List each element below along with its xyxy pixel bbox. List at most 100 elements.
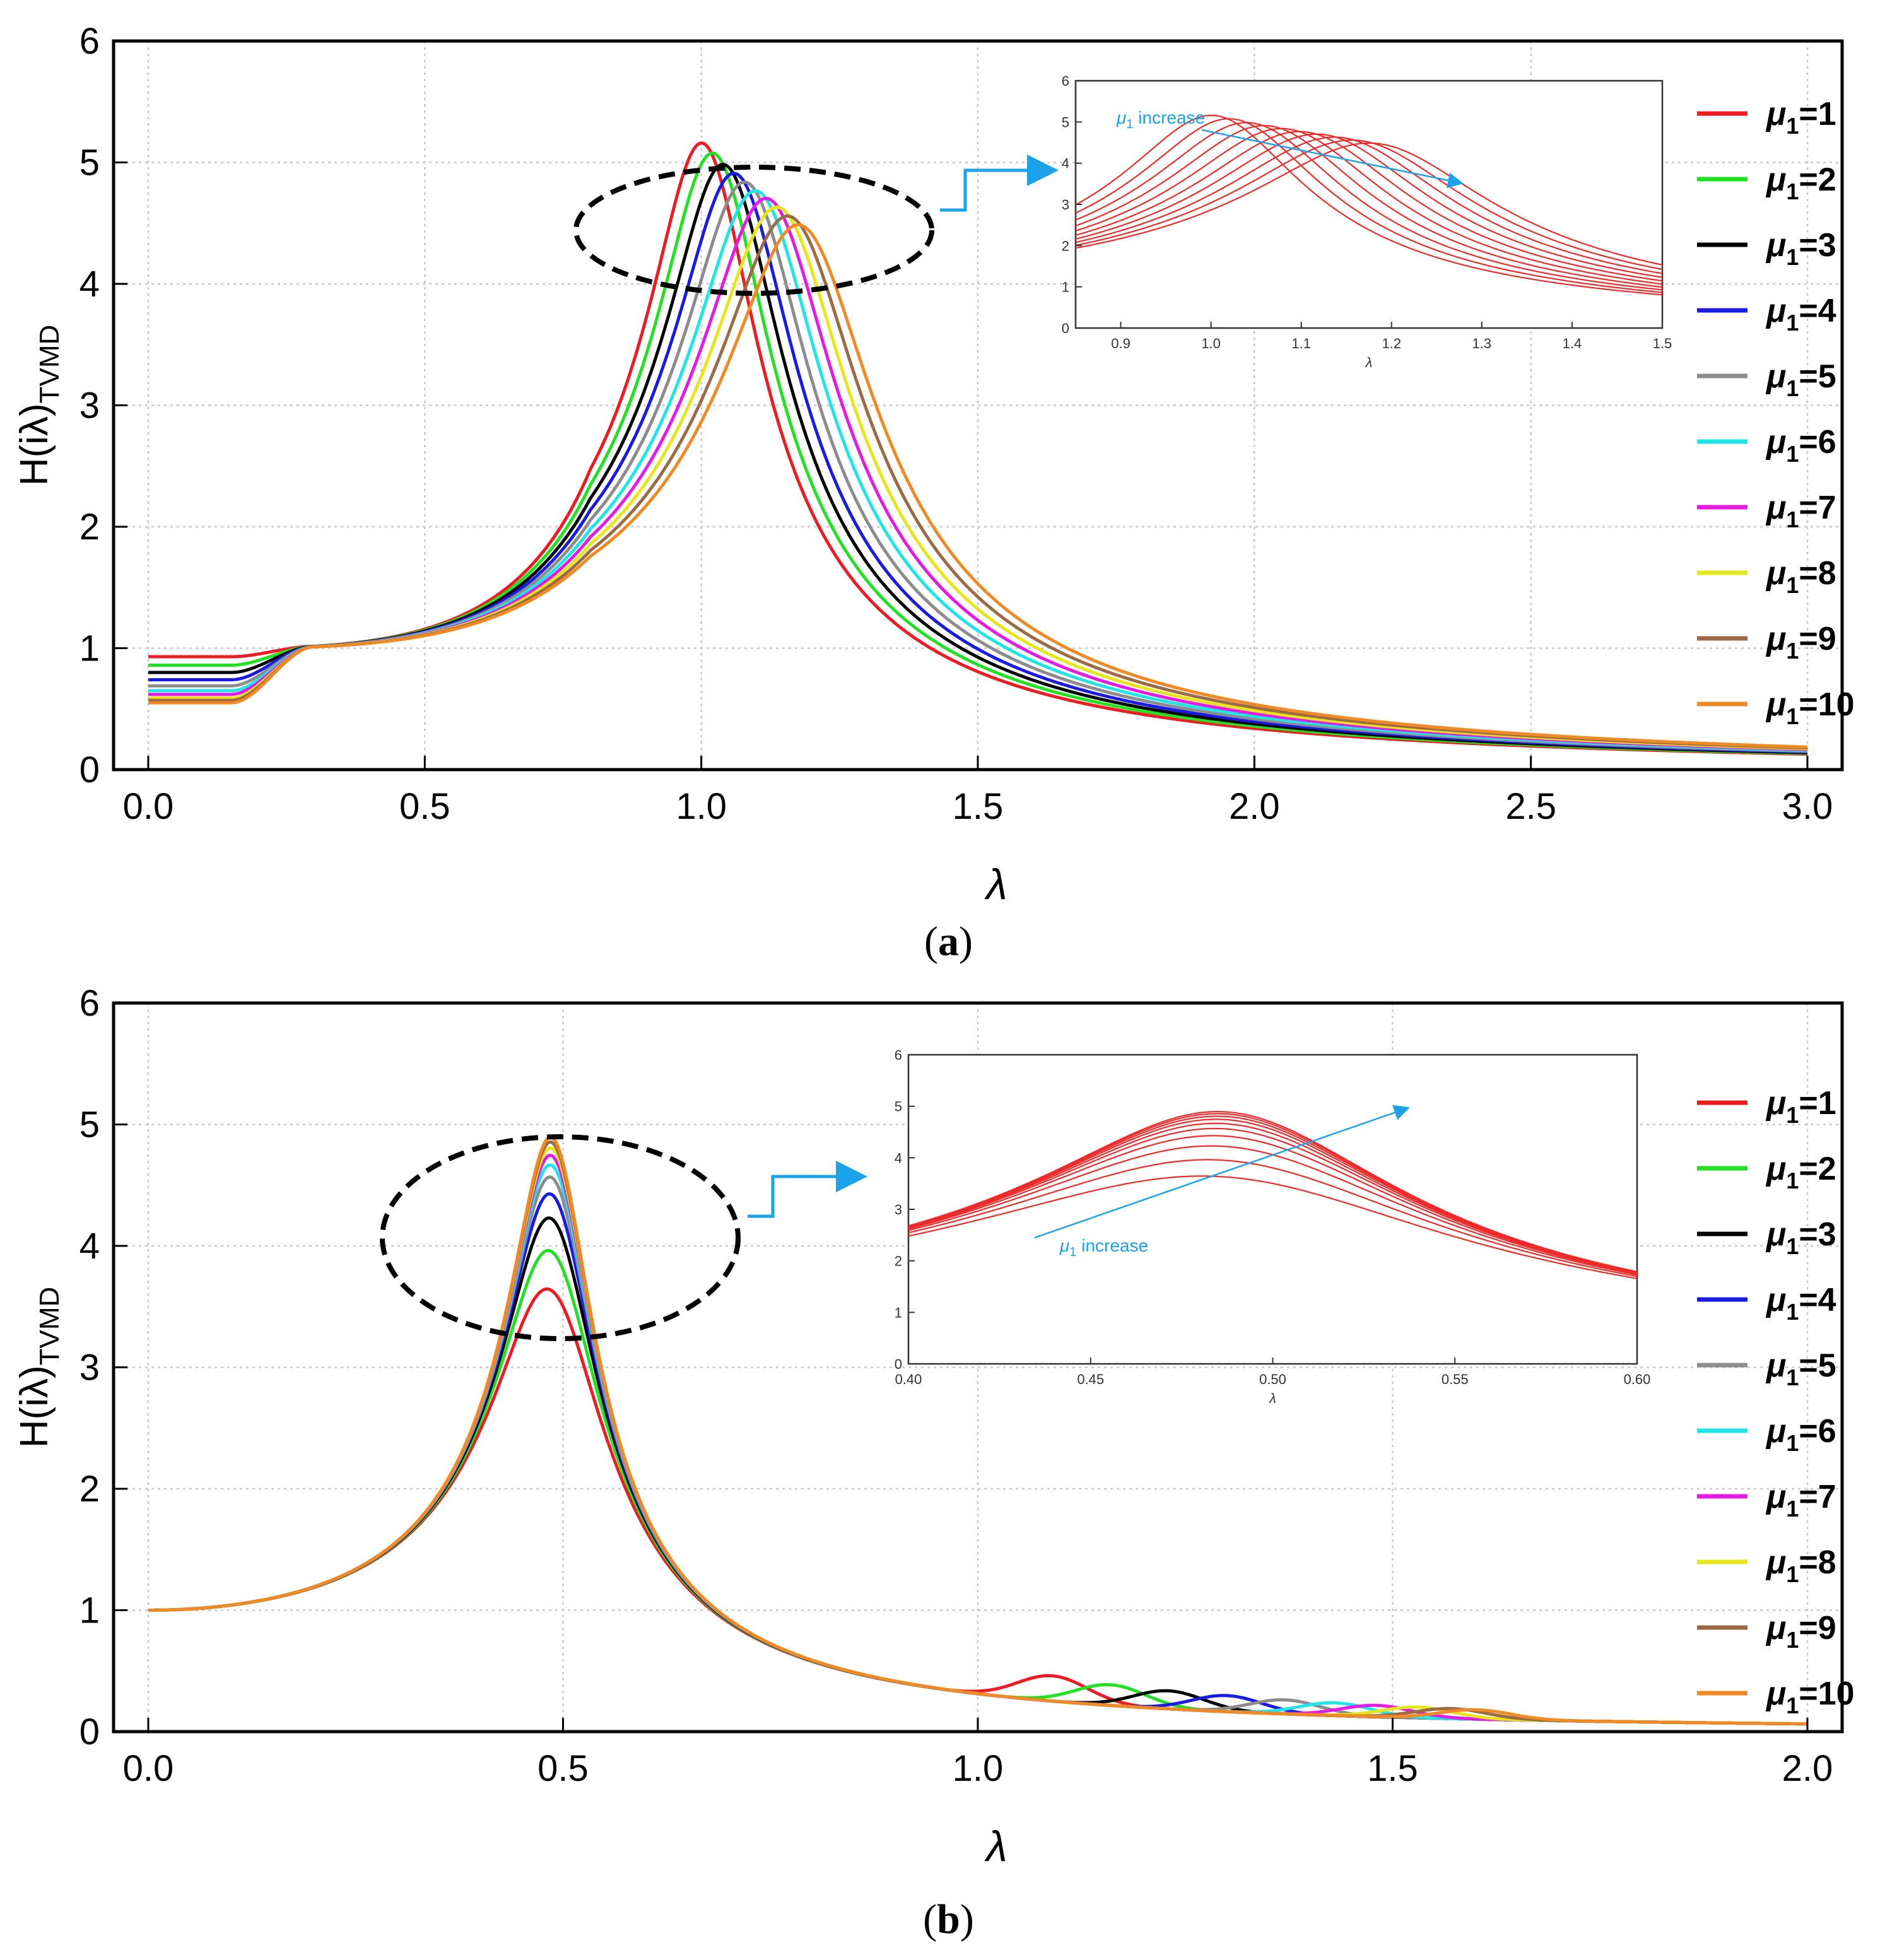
inset-y-tick-label: 2: [895, 1253, 902, 1269]
inset-series-line-7: [1076, 133, 1662, 278]
y-tick-label: 4: [79, 1226, 100, 1267]
x-tick-label: 2.0: [1782, 1748, 1833, 1789]
caption-b-label: b: [937, 1896, 960, 1942]
inset-series-line-2: [1076, 118, 1662, 293]
x-axis-label: λ: [984, 1822, 1007, 1870]
legend-label-8: μ1=8: [1765, 555, 1836, 598]
inset-y-tick-label: 1: [1062, 279, 1069, 295]
inset-y-tick-label: 5: [895, 1099, 902, 1115]
x-tick-label: 1.5: [1367, 1748, 1418, 1789]
y-tick-label: 3: [79, 1347, 100, 1388]
inset-x-tick-label: 1.4: [1563, 336, 1582, 351]
inset-series-line-9: [1076, 139, 1662, 271]
y-tick-label: 5: [79, 143, 100, 184]
inset-x-tick-label: 1.3: [1472, 336, 1492, 351]
inset-b: 0.40 0.45 0.50 0.55 0.60 0 1 2 3 4 5 6 λ μ1 increase: [895, 1047, 1651, 1406]
y-tick-label: 1: [79, 628, 100, 669]
inset-series-line-6: [1076, 131, 1662, 282]
legend-label-1: μ1=1: [1765, 96, 1836, 139]
x-tick-label: 1.0: [676, 786, 727, 827]
y-tick-label: 0: [79, 1711, 100, 1752]
legend-label-2: μ1=2: [1765, 161, 1836, 204]
x-tick-label: 0.5: [399, 786, 450, 827]
inset-y-tick-label: 3: [1062, 197, 1069, 213]
legend-label-10: μ1=10: [1765, 686, 1855, 729]
inset-series-line-1: [1076, 114, 1662, 296]
inset-series-line-2: [908, 1159, 1637, 1277]
inset-y-tick-label: 4: [895, 1150, 902, 1166]
inset-increase-arrow: [1201, 129, 1464, 189]
legend-label-5: μ1=5: [1765, 358, 1836, 401]
legend-label-8: μ1=8: [1765, 1544, 1836, 1587]
panel-a: 0.0 0.5 1.0 1.5 2.0 2.5 3.0 0 1 2 3 4 5 6 λ H(iλ)TVMD μ1…: [13, 21, 1855, 908]
inset-series-line-1: [908, 1175, 1637, 1279]
x-tick-label: 0.0: [123, 786, 174, 827]
y-axis-label: H(iλ)TVMD: [13, 1287, 65, 1448]
inset-series-line-5: [908, 1127, 1637, 1274]
inset-annotation: μ1 increase: [1116, 108, 1205, 131]
zoom-ellipse: [380, 1134, 741, 1341]
zoom-ellipse: [573, 165, 934, 296]
legend-label-3: μ1=3: [1765, 227, 1836, 270]
inset-x-tick-label: 0.9: [1111, 336, 1131, 351]
x-tick-label: 1.5: [953, 786, 1004, 827]
y-tick-label: 1: [79, 1590, 100, 1631]
zoom-arrow: [748, 1161, 867, 1218]
legend-label-4: μ1=4: [1765, 293, 1836, 336]
y-tick-label: 4: [79, 264, 100, 305]
caption-a-label: a: [938, 918, 959, 965]
x-tick-label: 0.5: [537, 1748, 589, 1789]
legend-label-2: μ1=2: [1765, 1151, 1836, 1194]
inset-x-tick-label: 0.50: [1259, 1371, 1286, 1387]
inset-x-tick-label: 1.1: [1291, 336, 1311, 351]
zoom-arrow: [940, 155, 1059, 212]
inset-x-tick-label: 1.0: [1201, 336, 1221, 351]
inset-series-line-5: [1076, 127, 1662, 285]
legend-label-5: μ1=5: [1765, 1347, 1836, 1390]
series-line-10: [148, 1135, 1807, 1726]
inset-series-line-6: [908, 1122, 1637, 1274]
inset-annotation: μ1 increase: [1059, 1236, 1148, 1259]
y-tick-label: 3: [79, 385, 100, 426]
legend-label-9: μ1=9: [1765, 621, 1836, 664]
inset-x-axis-label: λ: [1365, 355, 1373, 370]
y-tick-label: 6: [79, 21, 100, 62]
inset-series-line-10: [908, 1111, 1637, 1272]
x-tick-label: 2.5: [1505, 786, 1556, 827]
legend-label-7: μ1=7: [1765, 1479, 1836, 1522]
inset-series-line-10: [1076, 142, 1662, 266]
inset-x-tick-label: 0.40: [895, 1371, 922, 1387]
caption-b: (b): [923, 1896, 974, 1942]
y-tick-label: 2: [79, 1469, 100, 1510]
x-tick-label: 3.0: [1782, 786, 1833, 827]
legend-label-6: μ1=6: [1765, 424, 1836, 467]
legend-label-3: μ1=3: [1765, 1216, 1836, 1259]
y-tick-label: 0: [79, 749, 100, 790]
panel-b: 0.0 0.5 1.0 1.5 2.0 0 1 2 3 4 5 6 λ H(iλ)TVMD μ1=1 μ1=2…: [13, 983, 1855, 1870]
y-tick-label: 5: [79, 1105, 100, 1146]
legend-label-9: μ1=9: [1765, 1610, 1836, 1653]
x-tick-label: 0.0: [123, 1748, 174, 1789]
y-tick-label: 2: [79, 507, 100, 548]
legend-label-10: μ1=10: [1765, 1675, 1855, 1718]
inset-x-tick-label: 0.60: [1624, 1371, 1651, 1387]
inset-a: 0.9 1.0 1.1 1.2 1.3 1.4 1.5 0 1 2 3 4 5 6 λ μ1 increase: [1062, 73, 1672, 370]
inset-series-line-3: [1076, 122, 1662, 291]
inset-y-tick-label: 4: [1062, 156, 1069, 172]
inset-y-tick-label: 5: [1062, 114, 1069, 130]
y-axis-label: H(iλ)TVMD: [13, 325, 65, 486]
caption-a: (a): [924, 918, 973, 965]
inset-y-tick-label: 3: [895, 1202, 902, 1218]
y-tick-label: 6: [79, 983, 100, 1024]
inset-y-tick-label: 0: [1062, 320, 1069, 336]
legend-label-7: μ1=7: [1765, 490, 1836, 532]
inset-series-line-4: [908, 1135, 1637, 1275]
inset-x-axis-label: λ: [1269, 1390, 1276, 1406]
inset-series-line-4: [1076, 124, 1662, 288]
inset-series-line-8: [1076, 136, 1662, 274]
x-axis-label: λ: [984, 860, 1007, 908]
legend-label-1: μ1=1: [1765, 1085, 1836, 1128]
legend-label-4: μ1=4: [1765, 1282, 1836, 1325]
inset-x-tick-label: 1.2: [1382, 336, 1401, 351]
